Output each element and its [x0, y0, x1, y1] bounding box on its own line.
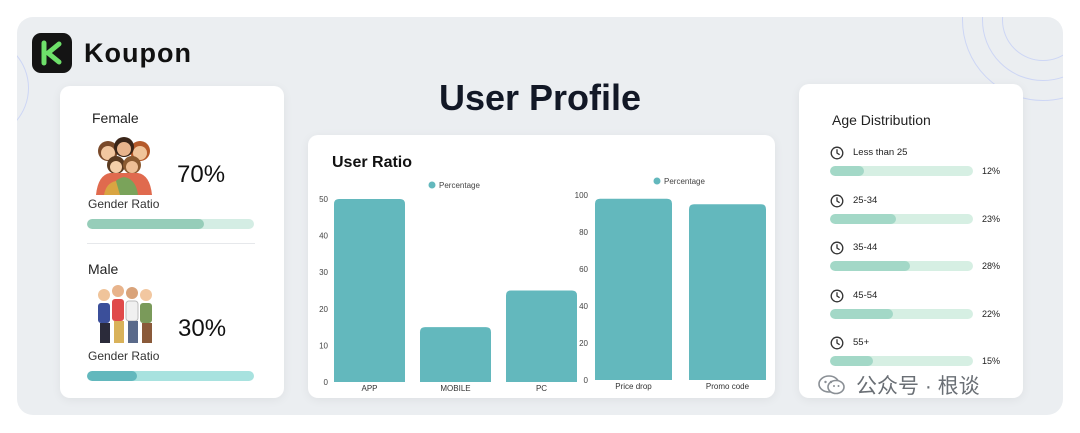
age-value-label: 22%: [982, 308, 1001, 319]
legend-marker: [653, 177, 661, 185]
age-range-label: 25-34: [853, 194, 878, 206]
age-distribution-list: Less than 25 12% 25-34 23% 35-44 28% 45-54 22% 5…: [828, 144, 1008, 374]
bar-pc: [506, 290, 577, 382]
age-fill: [830, 213, 896, 224]
age-range-label: Less than 25: [853, 147, 908, 158]
bar-promo-code: [689, 204, 766, 380]
age-value-label: 28%: [982, 261, 1001, 271]
y-tick-label: 10: [319, 341, 328, 350]
female-group-icon: [96, 137, 152, 195]
watermark: 公众号 · 根谈: [818, 370, 980, 400]
male-percentage: 30%: [178, 315, 227, 342]
male-label: Male: [88, 261, 119, 277]
x-tick-label: PC: [536, 384, 547, 393]
y-tick-label: 0: [324, 378, 329, 387]
brand-name: Koupon: [84, 37, 192, 68]
age-fill: [830, 166, 865, 176]
age-row: 35-44 28%: [828, 239, 1008, 279]
age-row: 55+ 15%: [828, 334, 1008, 374]
female-label: Female: [92, 110, 139, 126]
clock-icon: [830, 146, 844, 160]
age-row: 25-34 23%: [828, 192, 1008, 232]
y-tick-label: 30: [319, 268, 328, 277]
x-tick-label: Promo code: [706, 382, 750, 391]
clock-icon: [830, 336, 844, 350]
age-row: Less than 25 12%: [828, 144, 1008, 184]
y-tick-label: 40: [579, 302, 588, 311]
y-tick-label: 80: [579, 228, 588, 237]
brand-logo[interactable]: Koupon: [32, 33, 192, 73]
clock-icon: [830, 289, 844, 302]
age-range-label: 35-44: [853, 242, 878, 253]
promotion-bar-chart: Percentage 0 20 40 60 80 100 Price drop Promo co…: [575, 177, 766, 391]
y-tick-label: 40: [319, 232, 328, 241]
age-value-label: 15%: [982, 356, 1001, 366]
logo-mark: [32, 33, 72, 73]
y-tick-label: 50: [319, 195, 328, 204]
age-track: [830, 213, 973, 224]
female-percentage: 70%: [177, 161, 226, 188]
legend-label: Percentage: [664, 177, 705, 186]
age-track: [830, 166, 973, 176]
gender-divider: [87, 243, 255, 244]
male-group-icon: [98, 285, 152, 343]
x-tick-label: APP: [361, 384, 377, 393]
bar-mobile: [420, 327, 491, 382]
age-fill: [830, 356, 873, 366]
female-ratio-fill: [87, 219, 204, 229]
watermark-text: 公众号 · 根谈: [856, 375, 980, 398]
age-distribution-card: [799, 84, 1023, 398]
user-ratio-title: User Ratio: [332, 154, 413, 171]
gender-card: [60, 86, 284, 398]
age-value-label: 12%: [982, 166, 1001, 176]
age-fill: [830, 308, 893, 319]
female-ratio-label: Gender Ratio: [88, 197, 160, 211]
male-ratio-label: Gender Ratio: [88, 349, 160, 363]
male-ratio-bar: [87, 371, 254, 381]
bar-app: [334, 199, 405, 382]
age-row: 45-54 22%: [828, 287, 1008, 327]
legend-label: Percentage: [439, 181, 480, 190]
legend-marker: [428, 181, 436, 189]
y-tick-label: 100: [575, 191, 589, 200]
platform-bar-chart: Percentage 0 10 20 30 40 50 APP MOBILE PC: [319, 181, 577, 393]
female-ratio-bar: [87, 219, 254, 229]
x-tick-label: Price drop: [615, 382, 652, 391]
age-fill: [830, 261, 911, 271]
age-track: [830, 261, 973, 271]
wechat-icon: [818, 375, 845, 395]
x-tick-label: MOBILE: [440, 384, 470, 393]
y-tick-label: 20: [319, 305, 328, 314]
age-range-label: 55+: [853, 337, 870, 348]
bar-price-drop: [595, 198, 672, 380]
male-ratio-fill: [87, 371, 138, 381]
y-tick-label: 20: [579, 339, 588, 348]
clock-icon: [830, 241, 844, 255]
y-tick-label: 60: [579, 265, 588, 274]
age-value-label: 23%: [982, 213, 1001, 224]
age-track: [830, 308, 973, 319]
age-range-label: 45-54: [853, 289, 878, 301]
y-tick-label: 0: [584, 376, 589, 385]
clock-icon: [830, 194, 844, 207]
page-title: User Profile: [438, 77, 642, 118]
age-track: [830, 356, 973, 366]
age-distribution-title: Age Distribution: [832, 112, 931, 128]
